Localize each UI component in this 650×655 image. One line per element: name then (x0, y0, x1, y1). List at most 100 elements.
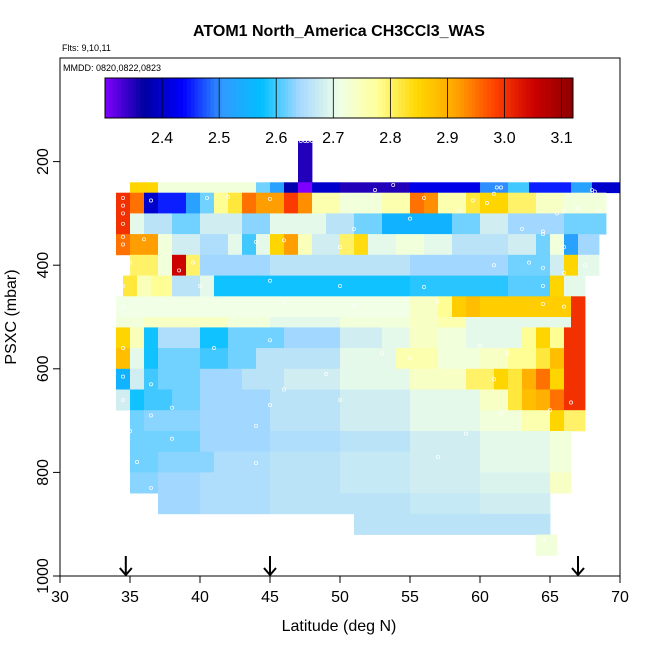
heatmap-cell (326, 213, 355, 235)
colorbar-segment (362, 78, 367, 118)
colorbar-segment (186, 78, 192, 118)
heatmap-cell (550, 389, 565, 411)
heatmap-cell (284, 368, 341, 390)
sample-point (541, 283, 545, 288)
colorbar-segment (206, 78, 211, 118)
heatmap-cell (438, 327, 467, 349)
colorbar-segment (202, 78, 207, 118)
sample-point (485, 201, 489, 205)
sample-point (324, 372, 328, 376)
colorbar-segment (198, 78, 203, 118)
heatmap-cell (242, 368, 285, 390)
colorbar-segment (350, 78, 355, 118)
heatmap-cell (480, 182, 509, 194)
heatmap-cell (158, 182, 257, 194)
colorbar-segment (229, 78, 234, 118)
heatmap-cell (130, 254, 159, 276)
sample-point (310, 138, 314, 143)
heatmap-cell (466, 327, 523, 349)
colorbar-segment (440, 78, 445, 118)
heatmap-cell (144, 389, 173, 411)
heatmap-cell (438, 317, 467, 328)
colorbar-segment (526, 78, 531, 118)
heatmap-cell (270, 451, 341, 473)
sample-point (408, 356, 412, 361)
sample-point (121, 203, 125, 208)
flights-annotation: Flts: 9,10,11 (62, 43, 111, 53)
colorbar-segment (264, 78, 270, 118)
heatmap-cell (144, 192, 159, 214)
heatmap-cell (340, 451, 411, 473)
colorbar-segment (530, 78, 535, 118)
x-axis-label: Latitude (deg N) (282, 618, 397, 635)
sample-point (499, 185, 503, 190)
heatmap-cell (270, 234, 285, 256)
colorbar-segment (378, 78, 383, 118)
colorbar-segment (354, 78, 359, 118)
heatmap-cell (438, 192, 467, 214)
heatmap-cell (242, 213, 271, 235)
heatmap-cell (522, 410, 551, 432)
heatmap-cell (312, 234, 341, 256)
sample-point (121, 346, 125, 351)
chart-title: ATOM1 North_America CH3CCl3_WAS (193, 23, 485, 40)
sample-point (464, 431, 468, 436)
heatmap-cell (228, 327, 285, 349)
y-tick-label: 200 (35, 148, 52, 175)
heatmap-cell (298, 182, 313, 194)
colorbar-segment (506, 78, 511, 118)
heatmap-cell (284, 327, 341, 349)
colorbar-segment (272, 78, 277, 118)
heatmap-cell (130, 348, 145, 370)
heatmap-cell (438, 296, 453, 318)
colorbar-frame (104, 77, 574, 119)
colorbar-segment (565, 78, 570, 118)
sample-point (205, 195, 209, 200)
heatmap-cell (228, 348, 257, 370)
heatmap-cell (144, 327, 159, 349)
heatmap-cell (466, 368, 495, 390)
x-axis: 30 35 40 45 50 55 60 65 70 (51, 576, 629, 606)
heatmap-cell (256, 182, 271, 194)
colorbar-segment (132, 78, 137, 118)
heatmap-cell (410, 472, 481, 494)
sample-point (303, 138, 307, 143)
heatmap-cell (410, 410, 481, 432)
heatmap-cell (550, 234, 565, 256)
colorbar-segment (479, 78, 484, 118)
heatmap-cell (571, 317, 586, 328)
sample-point (254, 461, 258, 466)
heatmap-cell (186, 254, 201, 276)
sample-point (121, 234, 125, 239)
heatmap-cell (270, 182, 285, 194)
heatmap-cell (340, 493, 411, 515)
heatmap-cell (158, 234, 173, 256)
sample-point (562, 208, 566, 213)
heatmap-cell (340, 389, 411, 411)
heatmap-cell (410, 451, 481, 473)
sample-point (149, 485, 153, 490)
colorbar-segment (155, 78, 160, 118)
heatmap-cell (298, 140, 313, 183)
heatmap-cell (130, 182, 159, 194)
heatmap-cell (228, 234, 243, 256)
heatmap-cell (522, 389, 537, 411)
colorbar-segment (401, 78, 406, 118)
sample-point (494, 185, 499, 190)
heatmap-cell (340, 410, 411, 432)
heatmap-cell (172, 275, 201, 297)
heatmap-cell (200, 493, 271, 515)
colorbar-segment (315, 78, 320, 118)
heatmap-cell (228, 317, 271, 328)
heatmap-cell (564, 348, 586, 370)
heatmap-cell (214, 451, 271, 473)
colorbar-segment (541, 78, 546, 118)
colorbar-segment (241, 78, 246, 118)
colorbar-segment (459, 78, 465, 118)
heatmap-cell (270, 254, 411, 276)
heatmap-cell (158, 348, 201, 370)
heatmap-cell (340, 431, 411, 453)
heatmap-cell (158, 368, 201, 390)
x-tick-label: 60 (471, 589, 489, 606)
heatmap-cell (130, 410, 145, 432)
